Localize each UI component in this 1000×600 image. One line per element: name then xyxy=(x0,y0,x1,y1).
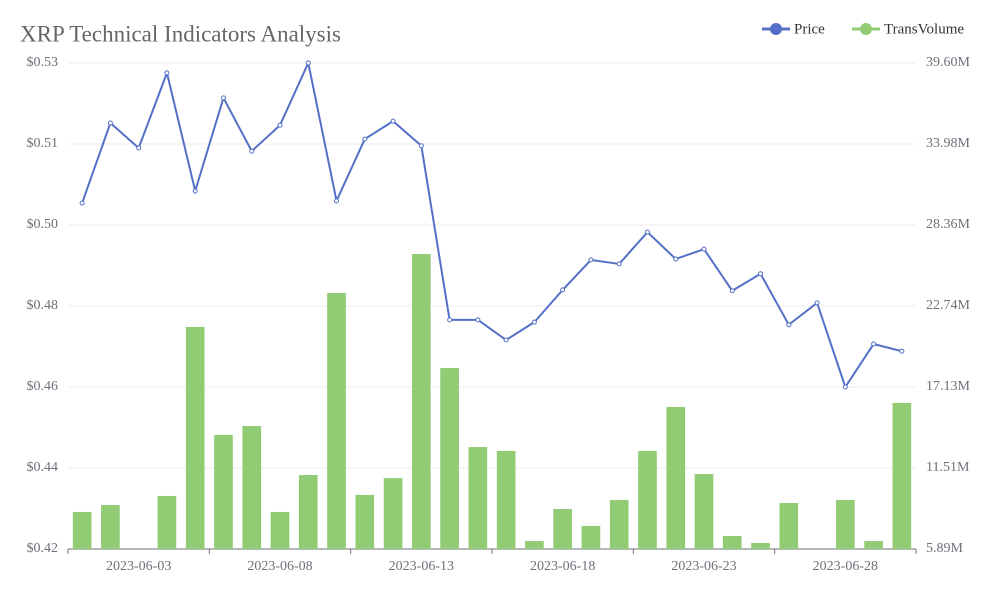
price-line xyxy=(81,59,903,390)
bar xyxy=(779,503,799,549)
y-tick-label: $0.50 xyxy=(27,217,59,232)
legend-marker xyxy=(860,23,872,35)
price-point xyxy=(588,257,594,263)
price-point xyxy=(644,229,650,235)
y-tick-label: $0.53 xyxy=(27,55,59,70)
price-point xyxy=(786,322,792,328)
price-point xyxy=(418,143,424,149)
y-tick-label: $0.48 xyxy=(27,298,59,313)
bar xyxy=(864,541,883,549)
price-point xyxy=(899,348,905,354)
price-point xyxy=(136,145,142,151)
price-point xyxy=(79,200,85,206)
x-tick-label: 2023-06-23 xyxy=(671,559,736,574)
x-tick-label: 2023-06-28 xyxy=(813,559,878,574)
bar xyxy=(581,525,601,549)
price-point xyxy=(220,95,226,101)
bar xyxy=(383,478,403,549)
bar xyxy=(666,406,686,549)
price-point xyxy=(192,188,198,194)
bar xyxy=(327,292,346,549)
price-point xyxy=(475,317,481,323)
bar xyxy=(722,536,742,549)
chart-title: XRP Technical Indicators Analysis xyxy=(20,21,341,46)
price-point xyxy=(249,148,255,154)
bar xyxy=(751,542,770,549)
price-point xyxy=(305,60,311,66)
bar xyxy=(157,495,177,549)
bar xyxy=(553,509,572,549)
y2-tick-label: 11.51M xyxy=(926,460,970,475)
price-point xyxy=(277,122,283,128)
bar xyxy=(638,450,657,549)
y-tick-label: $0.46 xyxy=(27,379,59,394)
bar xyxy=(214,434,233,549)
x-tick-label: 2023-06-13 xyxy=(389,559,454,574)
y2-tick-label: 33.98M xyxy=(926,136,971,151)
price-point xyxy=(814,300,820,306)
bar xyxy=(609,499,629,549)
y2-tick-label: 17.13M xyxy=(926,379,971,394)
x-tick-label: 2023-06-08 xyxy=(247,559,312,574)
y2-tick-label: 22.74M xyxy=(926,298,971,313)
y2-tick-label: 39.60M xyxy=(926,55,971,70)
price-point xyxy=(560,287,566,293)
y2-tick-label: 28.36M xyxy=(926,217,971,232)
bar xyxy=(694,474,714,549)
bar xyxy=(355,494,375,549)
bar xyxy=(525,541,544,549)
price-point xyxy=(390,118,396,124)
price-point xyxy=(362,136,368,142)
legend-label: TransVolume xyxy=(884,21,964,37)
price-point xyxy=(107,120,113,126)
bar xyxy=(185,326,205,549)
y-tick-label: $0.42 xyxy=(27,541,59,556)
x-tick-label: 2023-06-18 xyxy=(530,559,595,574)
price-point xyxy=(701,246,707,252)
price-point xyxy=(758,271,764,277)
bar xyxy=(496,450,516,549)
y2-tick-label: 5.89M xyxy=(926,541,964,556)
legend-marker xyxy=(770,23,782,35)
y-tick-label: $0.51 xyxy=(27,136,59,151)
bar xyxy=(412,254,431,549)
price-point xyxy=(447,317,453,323)
price-point xyxy=(616,261,622,267)
price-point xyxy=(842,384,848,390)
price-point xyxy=(673,256,679,262)
legend-label: Price xyxy=(794,21,825,37)
bar xyxy=(440,368,459,549)
bar xyxy=(72,511,92,549)
bar xyxy=(242,426,262,549)
price-point xyxy=(871,341,877,347)
bar xyxy=(270,511,290,549)
price-point xyxy=(531,319,537,325)
bar xyxy=(836,499,855,549)
x-tick-label: 2023-06-03 xyxy=(106,559,171,574)
price-point xyxy=(503,337,509,343)
bar xyxy=(468,447,488,549)
y-tick-label: $0.44 xyxy=(27,460,59,475)
bar xyxy=(101,505,120,549)
price-point xyxy=(729,288,735,294)
price-point xyxy=(164,70,170,76)
bar xyxy=(892,402,912,549)
bar xyxy=(298,475,318,549)
price-point xyxy=(334,198,340,204)
